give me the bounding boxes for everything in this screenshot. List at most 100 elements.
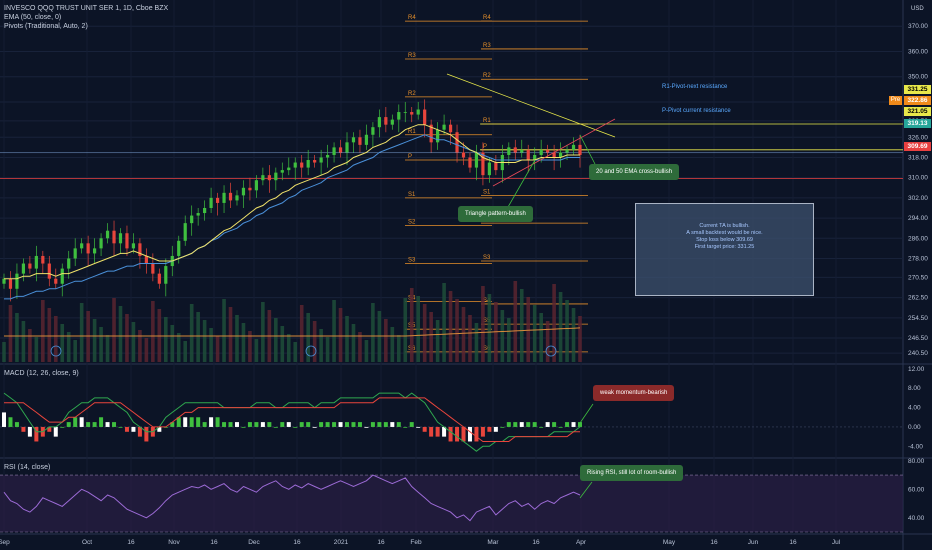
candle-body: [99, 238, 103, 249]
volume-bar: [565, 300, 569, 362]
macd-histogram-bar: [92, 422, 97, 427]
date-tick-label: 16: [127, 539, 135, 546]
volume-bar: [435, 320, 440, 362]
macd-histogram-bar: [442, 426, 447, 437]
candle-body: [144, 255, 148, 264]
pivot-label: R1: [408, 129, 416, 135]
candle-body: [93, 248, 97, 254]
candle-body: [222, 192, 226, 203]
volume-bar: [539, 313, 543, 362]
date-tick-label: 16: [532, 539, 540, 546]
date-tick-label: Feb: [410, 539, 422, 546]
macd-histogram-bar: [306, 422, 311, 427]
macd-histogram-bar: [170, 422, 175, 427]
pivot-label: R3: [408, 53, 416, 59]
rsi-tick-label: 40.00: [908, 515, 925, 522]
candle-body: [235, 195, 239, 201]
macd-histogram-bar: [545, 422, 550, 427]
macd-histogram-bar: [345, 422, 350, 427]
volume-bar: [209, 328, 213, 362]
volume-bar: [92, 319, 97, 362]
candle-body: [183, 223, 187, 241]
volume-bar: [371, 303, 375, 362]
candle-body: [164, 266, 168, 284]
macd-histogram-bar: [370, 422, 375, 427]
pivot-label: S3: [408, 258, 416, 264]
volume-bar: [2, 342, 6, 362]
macd-histogram-bar: [480, 426, 485, 437]
macd-histogram-bar: [254, 422, 259, 427]
candle-body: [261, 175, 265, 181]
candle-body: [67, 258, 71, 269]
candle-body: [358, 137, 362, 145]
ta-line-3: Stop loss below 309.69: [696, 237, 753, 243]
macd-histogram-bar: [27, 426, 32, 437]
candle-body: [203, 207, 207, 214]
macd-histogram-bar: [467, 426, 472, 442]
volume-bar: [474, 323, 479, 362]
candle-body: [571, 144, 576, 150]
macd-histogram-bar: [247, 422, 252, 427]
candle-body: [47, 263, 51, 279]
candle-body: [34, 255, 38, 269]
candle-body: [384, 117, 388, 125]
candle-body: [474, 152, 479, 168]
macd-histogram-bar: [196, 417, 201, 427]
triangle-note: Triangle pattern-bullish: [458, 206, 533, 222]
macd-histogram-bar: [209, 417, 214, 427]
volume-bar: [15, 313, 19, 362]
price-tick-label: 360.00: [908, 48, 928, 55]
last-price-tag: 319.13: [904, 119, 931, 128]
pivot-label: S4: [483, 298, 491, 304]
pivot-label: R3: [483, 43, 491, 49]
price-tick-label: 254.50: [908, 315, 928, 322]
macd-histogram-bar: [487, 426, 492, 432]
volume-bar: [306, 313, 310, 362]
volume-bar: [151, 301, 155, 362]
macd-histogram-bar: [390, 422, 395, 427]
price-tick-label: 286.00: [908, 235, 928, 242]
volume-bar: [228, 307, 233, 362]
candle-body: [306, 160, 310, 168]
candle-body: [351, 137, 356, 143]
candle-body: [241, 187, 246, 196]
candle-body: [2, 278, 6, 284]
macd-histogram-bar: [435, 426, 440, 437]
volume-bar: [79, 303, 84, 362]
candle-body: [21, 263, 26, 274]
volume-bar: [487, 294, 492, 362]
macd-histogram-bar: [403, 426, 408, 428]
macd-histogram-bar: [73, 417, 78, 427]
volume-bar: [105, 335, 110, 362]
candle-body: [364, 134, 369, 145]
pivot-price-tag: 321.05: [904, 107, 931, 116]
candle-body: [513, 147, 517, 153]
volume-bar: [293, 342, 298, 362]
volume-bar: [53, 316, 58, 362]
price-tick-label: 318.00: [908, 154, 928, 161]
pivot-label: P: [483, 144, 487, 150]
price-tick-label: 350.00: [908, 74, 928, 81]
moving-averages: [4, 124, 580, 300]
macd-histogram-bar: [14, 422, 19, 427]
macd-histogram-bar: [429, 426, 434, 437]
triangle-trendlines: [50, 73, 616, 357]
volume-bar: [47, 308, 52, 362]
ta-summary-box: Current TA is bullish. A small backtest …: [635, 203, 814, 296]
candle-body: [461, 152, 466, 158]
macd-histogram-bar: [53, 426, 58, 437]
volume-bar: [21, 321, 26, 362]
date-tick-label: 16: [789, 539, 797, 546]
date-tick-label: 16: [710, 539, 718, 546]
p-line-label: P-Pivot current resistance: [662, 108, 731, 114]
volume-bar: [526, 297, 531, 362]
volume-bar: [66, 332, 71, 362]
macd-histogram-bar: [79, 417, 84, 427]
price-tick-label: 240.50: [908, 350, 928, 357]
candle-body: [442, 124, 446, 130]
candle-body: [448, 124, 453, 133]
volume-bar: [358, 332, 362, 362]
candle-body: [338, 147, 343, 153]
macd-histogram-bar: [364, 426, 369, 428]
candle-body: [138, 243, 142, 256]
